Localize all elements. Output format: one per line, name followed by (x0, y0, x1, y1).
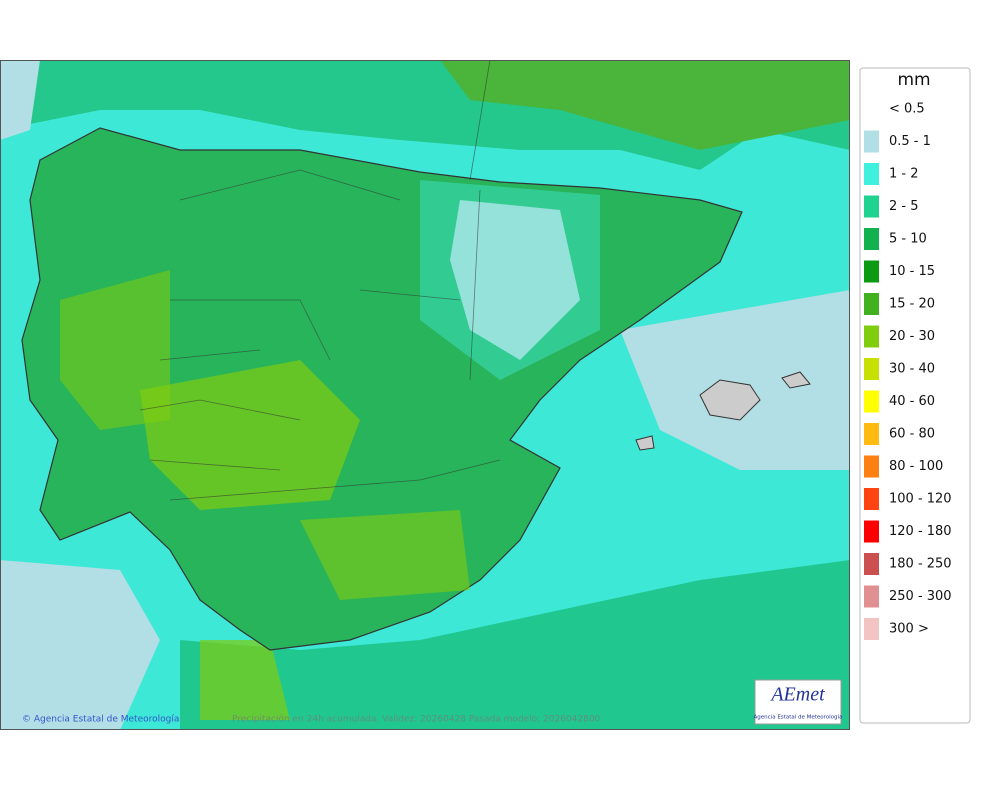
logo-box (754, 679, 842, 725)
legend-label: 180 - 250 (889, 557, 952, 572)
legend: mm < 0.5 0.5 - 1 1 - 2 2 - 5 5 - 10 10 - 15 15… (859, 67, 971, 724)
legend-label: 20 - 30 (889, 329, 935, 344)
legend-label: 30 - 40 (889, 362, 935, 377)
map-frame (0, 60, 850, 730)
credit: © Agencia Estatal de Meteorología (22, 715, 179, 725)
legend-swatch (864, 293, 879, 315)
legend-box (859, 67, 971, 724)
legend-label: 80 - 100 (889, 459, 943, 474)
rain-zone (60, 270, 170, 430)
legend-swatch (864, 553, 879, 575)
logo-subtitle: Agencia Estatal de Meteorología (754, 714, 843, 721)
legend-swatch (864, 163, 879, 185)
legend-title: mm (897, 70, 930, 90)
mallorca (699, 379, 761, 421)
rain-zone (300, 510, 470, 600)
legend-swatch (864, 423, 879, 445)
map: © Agencia Estatal de Meteorología Precip… (0, 59, 850, 730)
legend-label: 5 - 10 (889, 232, 927, 247)
logo: AEmet (769, 684, 825, 706)
legend-swatch (864, 228, 879, 250)
legend-label: 0.5 - 1 (889, 134, 931, 149)
light-zone (420, 180, 600, 380)
africa (180, 560, 850, 730)
legend-label: 40 - 60 (889, 394, 935, 409)
legend-label: < 0.5 (889, 102, 925, 117)
dry-zone (450, 200, 580, 360)
legend-label: 250 - 300 (889, 589, 952, 604)
borders (139, 59, 501, 501)
legend-label: 1 - 2 (889, 167, 919, 182)
legend-label: 120 - 180 (889, 524, 952, 539)
legend-swatch (864, 130, 879, 153)
caption: Precipitación en 24h acumulada. Validez:… (232, 714, 601, 725)
legend-label: 10 - 15 (889, 264, 935, 279)
rain-zone (140, 360, 360, 510)
sea-light (0, 60, 40, 140)
legend-swatch (864, 455, 879, 478)
balearic-sea (620, 290, 850, 470)
legend-swatch (864, 358, 879, 380)
legend-swatch (864, 520, 879, 543)
france-rain (440, 60, 850, 150)
legend-label: 2 - 5 (889, 199, 919, 214)
legend-label: 300 > (889, 622, 929, 637)
legend-label: 100 - 120 (889, 492, 952, 507)
atlantic-light (0, 560, 160, 730)
legend-swatch (864, 390, 879, 413)
legend-label: 15 - 20 (889, 297, 935, 312)
legend-swatch (864, 488, 879, 510)
ibiza (635, 435, 655, 451)
legend-label: 60 - 80 (889, 427, 935, 442)
menorca (781, 371, 811, 389)
legend-swatch (864, 325, 879, 348)
legend-swatch (864, 195, 879, 218)
legend-swatch (864, 98, 879, 120)
legend-swatch (864, 618, 879, 640)
africa-rain (200, 640, 290, 720)
legend-swatch (864, 585, 879, 608)
legend-swatch (864, 260, 879, 283)
